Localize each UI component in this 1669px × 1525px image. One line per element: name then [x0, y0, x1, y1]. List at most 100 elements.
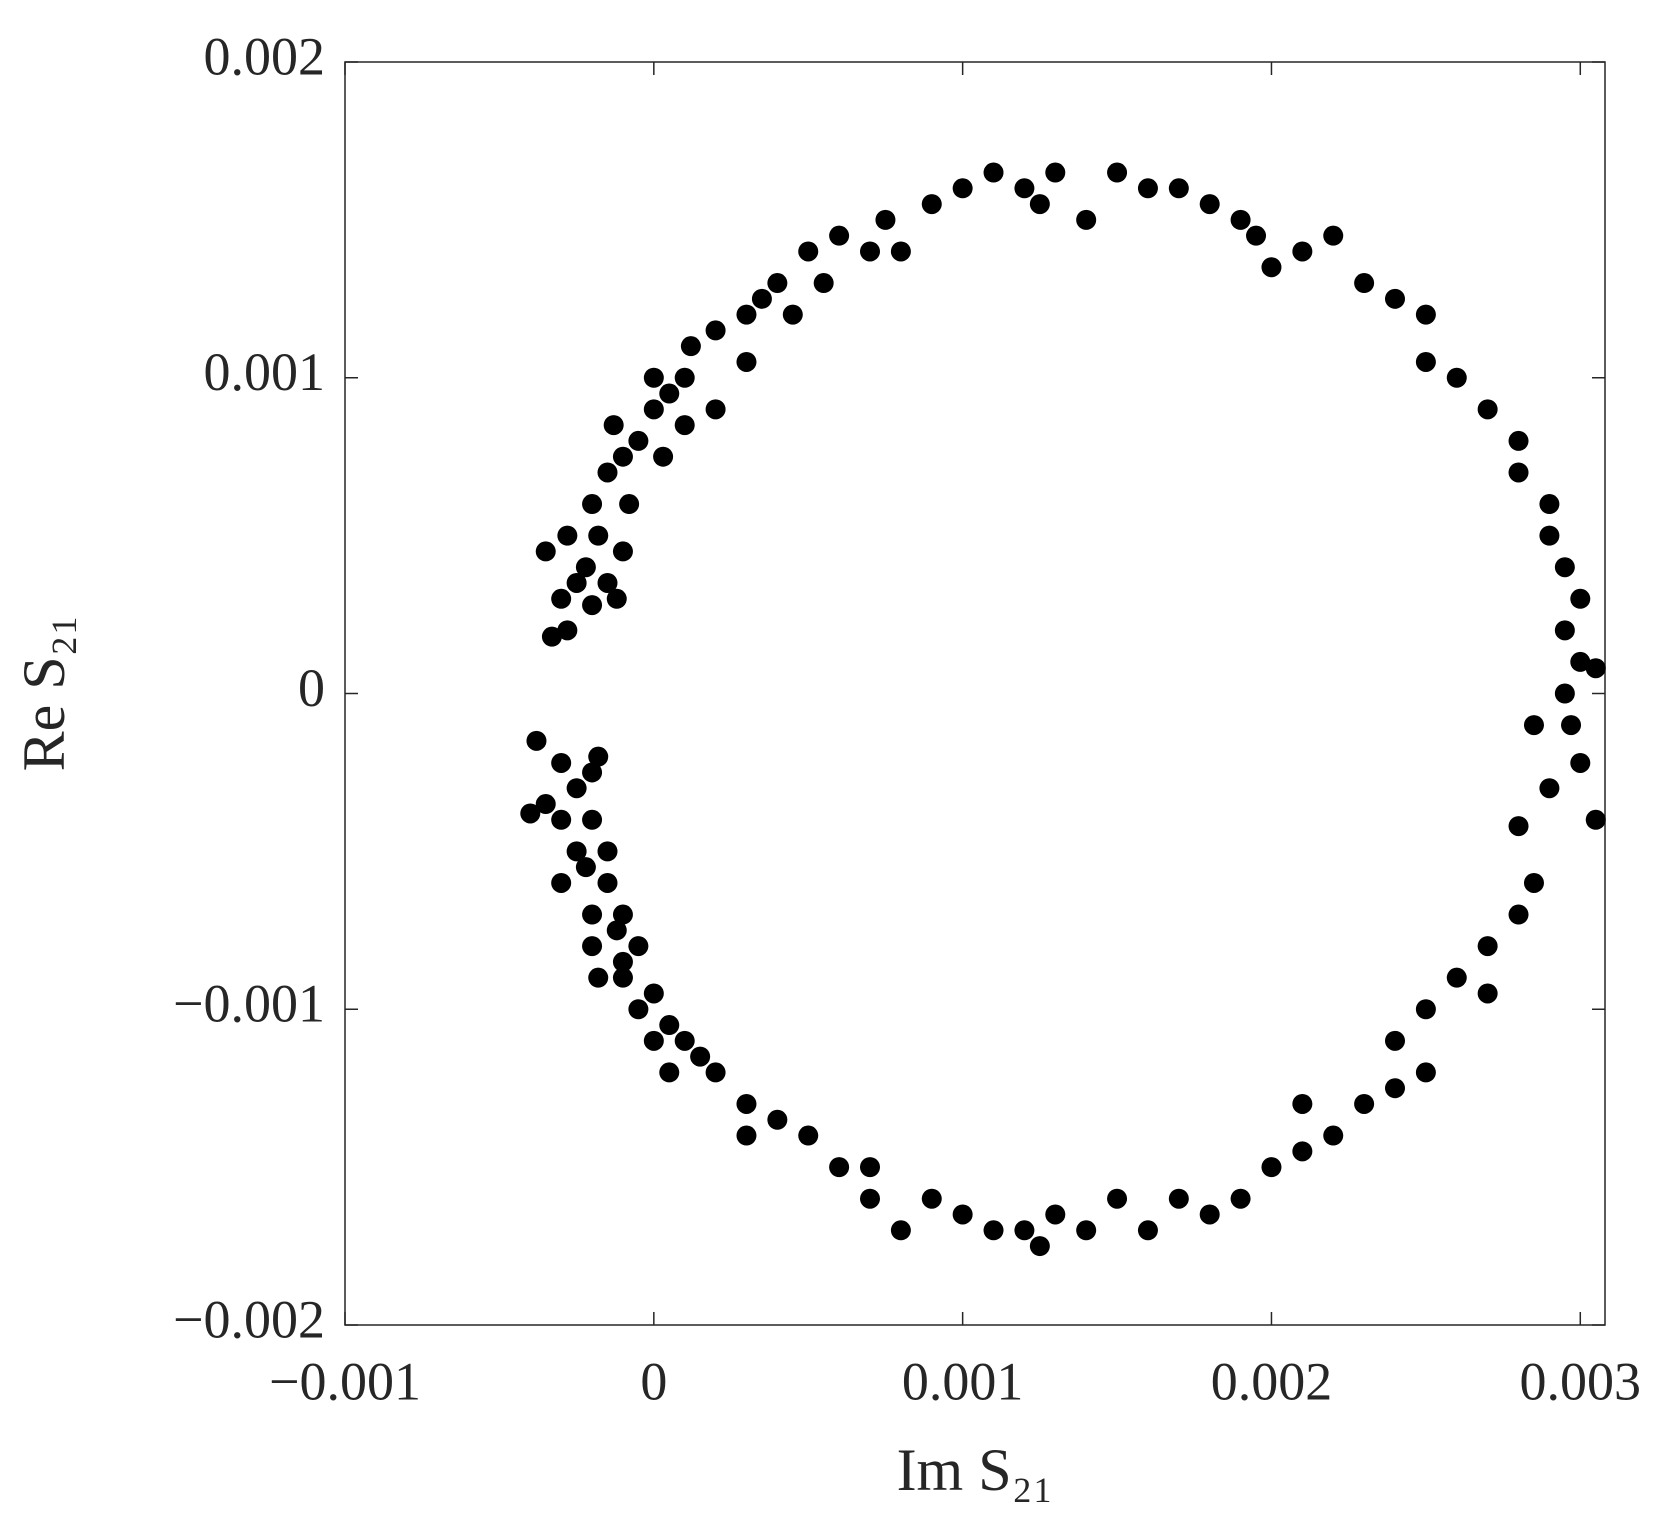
point	[1554, 683, 1575, 704]
point	[1107, 162, 1128, 183]
point	[1585, 658, 1606, 679]
point	[1561, 715, 1582, 736]
point	[890, 1220, 911, 1241]
point	[1107, 1188, 1128, 1209]
point	[588, 746, 609, 767]
point	[1539, 778, 1560, 799]
point	[551, 809, 572, 830]
point	[1014, 178, 1035, 199]
point	[674, 1030, 695, 1051]
point	[643, 1030, 664, 1051]
point	[1477, 983, 1498, 1004]
point	[860, 241, 880, 262]
point	[1045, 1204, 1066, 1225]
point	[551, 588, 572, 609]
point	[921, 194, 942, 215]
x-tick-label: 0	[640, 1351, 667, 1411]
point	[659, 1062, 680, 1083]
point	[551, 872, 572, 893]
point	[1385, 288, 1405, 309]
point	[890, 241, 911, 262]
point	[653, 446, 674, 467]
point	[1292, 241, 1313, 262]
y-tick-label: −0.001	[173, 974, 325, 1034]
y-tick-label: 0.002	[204, 26, 326, 86]
point	[751, 288, 772, 309]
point	[1508, 430, 1529, 451]
point	[1508, 904, 1529, 925]
x-tick-label: 0.001	[902, 1351, 1024, 1411]
point	[690, 1046, 711, 1067]
point	[535, 541, 556, 562]
y-tick-label: 0	[298, 658, 325, 718]
point	[582, 762, 603, 783]
point	[1292, 1093, 1313, 1114]
point	[1137, 178, 1158, 199]
point	[541, 626, 562, 647]
point	[1354, 273, 1375, 294]
point	[983, 162, 1004, 183]
point	[736, 1125, 757, 1146]
point	[875, 209, 896, 230]
point	[798, 241, 819, 262]
point	[983, 1220, 1004, 1241]
point	[1508, 816, 1529, 837]
point	[612, 541, 633, 562]
point	[612, 967, 633, 988]
point	[1354, 1093, 1375, 1114]
point	[603, 415, 624, 436]
point	[1323, 225, 1344, 246]
point	[582, 936, 603, 957]
point	[782, 304, 803, 325]
point	[1045, 162, 1066, 183]
point	[1323, 1125, 1344, 1146]
point	[1523, 872, 1544, 893]
point	[1029, 194, 1050, 215]
point	[1246, 225, 1267, 246]
point	[628, 999, 649, 1020]
point	[1137, 1220, 1158, 1241]
point	[619, 494, 640, 515]
point	[643, 399, 664, 420]
y-axis-label: Re S₂₁	[11, 615, 77, 772]
point	[705, 320, 726, 341]
point	[1230, 1188, 1251, 1209]
point	[597, 462, 618, 483]
point	[705, 399, 726, 420]
point	[1570, 752, 1591, 773]
x-tick-label: −0.001	[269, 1351, 421, 1411]
point	[736, 351, 757, 372]
point	[952, 178, 973, 199]
point	[1230, 209, 1251, 230]
point	[829, 225, 850, 246]
point	[535, 794, 556, 815]
point	[767, 273, 788, 294]
point	[643, 983, 664, 1004]
point	[736, 1093, 757, 1114]
point	[1477, 936, 1498, 957]
point	[606, 588, 627, 609]
point	[1014, 1220, 1035, 1241]
point	[557, 620, 578, 641]
point	[612, 446, 633, 467]
point	[1539, 525, 1560, 546]
point	[680, 336, 701, 357]
point	[829, 1157, 850, 1178]
point	[659, 1015, 680, 1036]
point	[582, 595, 603, 616]
point	[1570, 588, 1591, 609]
point	[1168, 178, 1189, 199]
point	[736, 304, 757, 325]
point	[566, 778, 587, 799]
point	[1523, 715, 1544, 736]
point	[1029, 1236, 1050, 1257]
point	[1385, 1078, 1405, 1099]
point	[659, 383, 680, 404]
point	[566, 572, 587, 593]
point	[1292, 1141, 1313, 1162]
point	[1168, 1188, 1189, 1209]
point	[1508, 462, 1529, 483]
point	[597, 841, 618, 862]
point	[1261, 257, 1282, 278]
